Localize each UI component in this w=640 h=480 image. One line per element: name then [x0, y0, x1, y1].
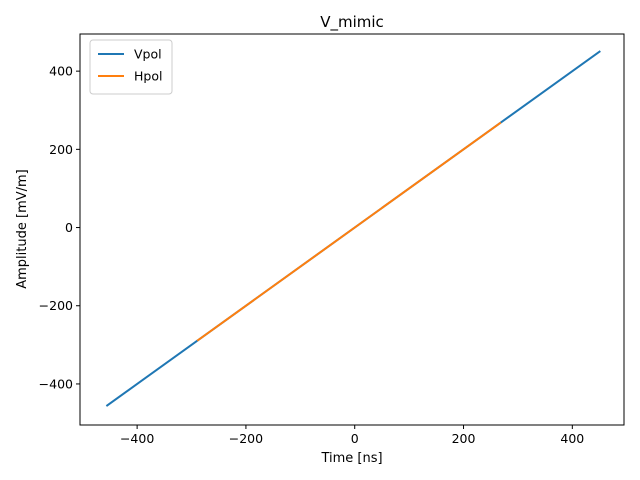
legend-label-vpol: Vpol: [134, 47, 162, 62]
chart-title: V_mimic: [320, 13, 384, 32]
y-axis-label: Amplitude [mV/m]: [15, 169, 30, 289]
plot-frame: [79, 33, 625, 426]
x-tick-label: 0: [351, 431, 359, 446]
series-line-hpol: [196, 121, 502, 342]
y-tick-label: −200: [39, 298, 73, 313]
x-axis-ticks: −400 −200 0 200 400: [120, 425, 584, 446]
x-tick-label: 200: [452, 431, 476, 446]
legend-label-hpol: Hpol: [134, 69, 162, 84]
legend: Vpol Hpol: [89, 39, 173, 95]
y-tick-label: 200: [49, 142, 73, 157]
y-tick-label: 400: [49, 64, 73, 79]
series-layer: [105, 50, 601, 407]
x-tick-label: 400: [560, 431, 584, 446]
y-axis-ticks: −400 −200 0 200 400: [39, 64, 80, 391]
x-tick-label: −400: [120, 431, 154, 446]
x-axis-label: Time [ns]: [320, 451, 382, 466]
y-tick-label: 0: [65, 220, 73, 235]
x-tick-label: −200: [229, 431, 263, 446]
y-tick-label: −400: [39, 376, 73, 391]
